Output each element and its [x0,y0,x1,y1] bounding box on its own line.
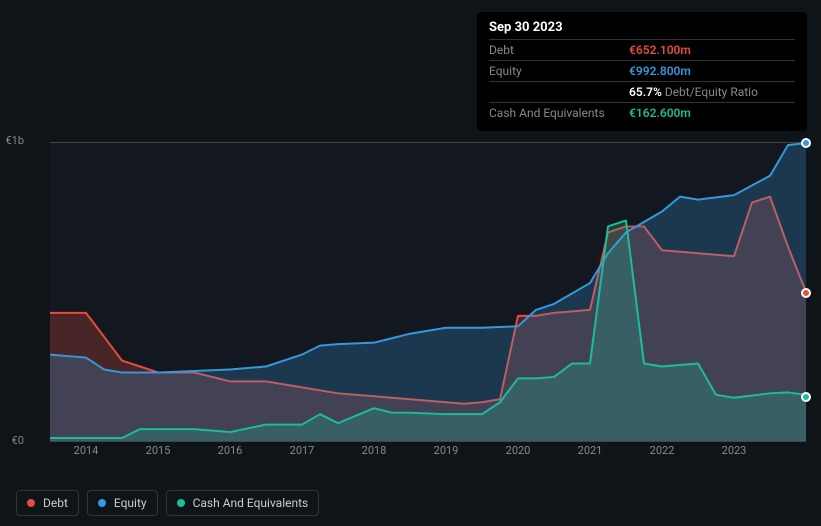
tooltip-date: Sep 30 2023 [489,20,795,35]
legend-item-equity[interactable]: Equity [87,490,158,516]
x-axis-tick: 2018 [362,444,387,457]
legend-item-label: Cash And Equivalents [193,496,309,510]
tooltip-row-value: €992.800m [629,64,691,78]
x-axis-tick: 2019 [434,444,459,457]
tooltip-row: Cash And Equivalents€162.600m [489,102,795,123]
chart-container: €1b €0 201420152016201720182019202020212… [16,122,806,462]
legend-item-label: Debt [43,496,68,510]
legend: Debt Equity Cash And Equivalents [16,490,319,516]
series-end-marker [801,392,811,402]
x-axis-tick: 2017 [290,444,315,457]
tooltip-row: Debt€652.100m [489,39,795,60]
tooltip-row: 65.7% Debt/Equity Ratio [489,81,795,102]
x-axis-tick: 2022 [650,444,675,457]
x-axis-tick: 2015 [146,444,171,457]
tooltip-row-label: Debt [489,43,629,57]
legend-dot-icon [177,499,185,507]
series-end-marker [801,288,811,298]
series-end-marker [801,138,811,148]
tooltip-row-value: €652.100m [629,43,691,57]
x-axis-tick: 2023 [722,444,747,457]
tooltip-row-label: Cash And Equivalents [489,106,629,120]
legend-item-label: Equity [114,496,147,510]
legend-item-cash-and-equivalents[interactable]: Cash And Equivalents [166,490,320,516]
tooltip-row-value: €162.600m [629,106,691,120]
tooltip-row-label: Equity [489,64,629,78]
y-axis-label-top: €1b [5,134,24,147]
x-axis-tick: 2020 [506,444,531,457]
tooltip-row-label [489,85,629,99]
chart-tooltip: Sep 30 2023 Debt€652.100mEquity€992.800m… [477,12,807,131]
y-axis-label-bottom: €0 [12,434,24,447]
x-axis-tick: 2021 [578,444,603,457]
plot-area[interactable] [50,142,806,442]
legend-dot-icon [98,499,106,507]
legend-item-debt[interactable]: Debt [16,490,79,516]
legend-dot-icon [27,499,35,507]
x-axis-tick: 2016 [218,444,243,457]
x-axis-tick: 2014 [74,444,99,457]
tooltip-row-value: 65.7% Debt/Equity Ratio [629,85,758,99]
tooltip-row: Equity€992.800m [489,60,795,81]
series-cash-and-equivalents [50,143,806,441]
